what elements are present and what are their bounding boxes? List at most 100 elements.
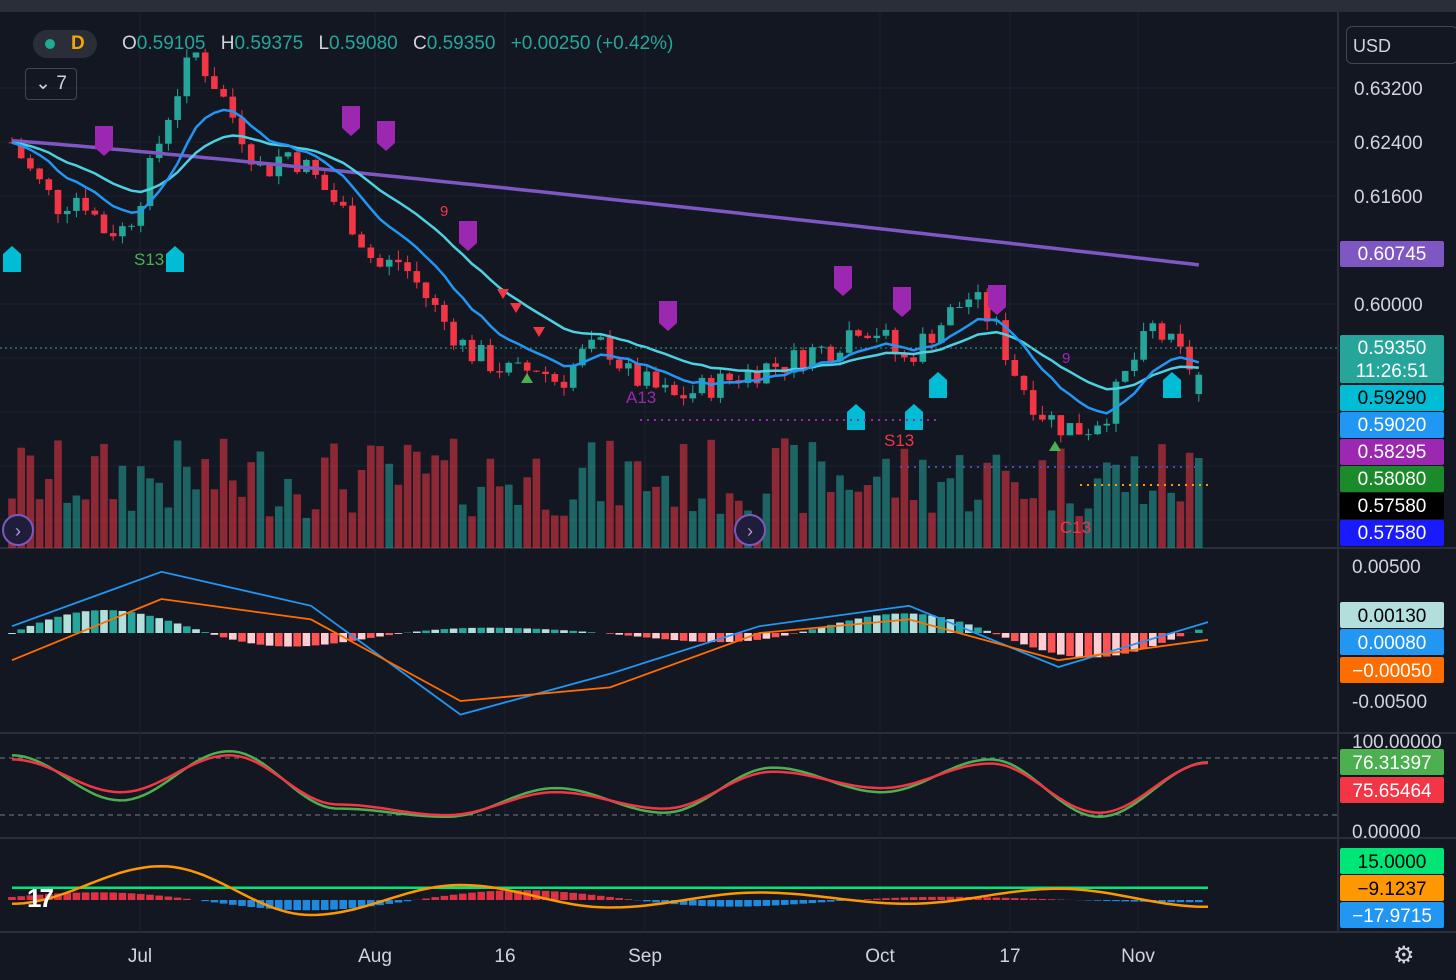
price-axis-label: 0.60000 — [1354, 295, 1423, 316]
osc-histogram-bar — [873, 898, 881, 900]
macd-histogram-bar — [560, 630, 568, 633]
macd-histogram-bar — [836, 622, 844, 633]
price_labels-tag — [1340, 385, 1444, 411]
currency-select[interactable]: USD — [1346, 26, 1456, 64]
label-nine-left: 9 — [440, 203, 448, 220]
osc-histogram-bar — [560, 892, 568, 900]
volume-bar — [624, 461, 633, 548]
macd-histogram-bar — [293, 633, 301, 647]
osc-histogram-bar — [100, 892, 108, 900]
time-axis-label: 17 — [999, 946, 1020, 967]
volume-bar — [836, 475, 844, 548]
candle-body — [533, 370, 540, 372]
low-value: 0.59080 — [329, 33, 398, 54]
macd-histogram-bar — [606, 633, 614, 634]
macd-histogram-bar — [505, 627, 513, 633]
volume-bar — [551, 515, 559, 548]
osc-histogram-bar — [495, 890, 504, 900]
price-axis-label: 0.61600 — [1354, 187, 1423, 208]
macd-histogram-bar — [551, 629, 559, 633]
price_labels-tag-time: 11:26:51 — [1356, 361, 1429, 382]
candle-body — [257, 164, 264, 166]
osc-histogram-bar — [348, 900, 357, 909]
sell-signal-marker — [988, 285, 1006, 315]
macd-histogram-bar — [477, 627, 485, 633]
osc-histogram-bar — [597, 895, 605, 900]
volume-bar — [1075, 516, 1083, 548]
settings-gear-icon[interactable]: ⚙ — [1393, 942, 1415, 969]
volume-bar — [698, 498, 706, 548]
macd-histogram-bar — [1130, 633, 1139, 652]
volume-bar — [311, 509, 320, 548]
volume-bar — [983, 462, 991, 548]
volume-bar — [302, 517, 311, 548]
price_labels-tag-text: 0.58080 — [1358, 469, 1427, 490]
osc-histogram-bar — [836, 900, 844, 901]
macd-histogram-bar — [164, 620, 173, 633]
macd-histogram-bar — [1103, 633, 1111, 657]
candle-body — [956, 307, 963, 309]
osc-histogram-bar — [1176, 900, 1185, 903]
osc-histogram-bar — [882, 898, 890, 900]
candle-body — [947, 307, 954, 326]
scroll-left-button[interactable]: › — [2, 514, 34, 546]
macd-tag-text: −0.00050 — [1352, 661, 1432, 682]
stoch-axis-label: 100.00000 — [1352, 732, 1442, 753]
macd-histogram-bar — [1011, 633, 1019, 642]
candle-body — [321, 174, 329, 191]
volume-bar — [1047, 510, 1056, 548]
price_labels-tag-text: 0.60745 — [1358, 244, 1427, 265]
candle-body — [1186, 346, 1193, 370]
macd-histogram-bar — [431, 629, 439, 633]
candle-body — [882, 329, 890, 336]
macd-histogram-bar — [118, 610, 127, 633]
macd-histogram-bar — [173, 623, 182, 633]
volume-bar — [670, 506, 679, 548]
macd-histogram-bar — [541, 629, 550, 633]
macd-histogram-bar — [275, 633, 283, 647]
indicators-toggle-button[interactable]: ⌄ 7 — [25, 68, 77, 100]
volume-bar — [45, 479, 53, 548]
ohlc-legend: O0.59105 H0.59375 L0.59080 C0.59350 +0.0… — [122, 33, 683, 55]
candle-body — [367, 247, 375, 258]
volume-bar — [367, 445, 375, 548]
buy-signal-marker — [929, 372, 947, 398]
candle-body — [422, 282, 430, 299]
symbol-status-pill[interactable]: D — [33, 30, 97, 58]
candle-body — [1066, 423, 1074, 436]
macd-histogram-bar — [771, 633, 780, 638]
go-to-event-button[interactable]: › — [734, 514, 766, 546]
candle-body — [799, 350, 807, 369]
macd-histogram-bar — [863, 616, 872, 633]
candle-body — [119, 226, 126, 237]
macd-histogram-bar — [1029, 633, 1037, 648]
osc-tag-text: 15.0000 — [1358, 852, 1427, 873]
osc-histogram-bar — [1093, 900, 1102, 901]
macd-histogram-bar — [643, 633, 651, 638]
candle-body — [211, 76, 218, 90]
candle-body — [707, 377, 715, 398]
macd-histogram-bar — [311, 633, 320, 646]
volume-bar — [652, 486, 660, 548]
osc-histogram-bar — [541, 890, 550, 900]
volume-bar — [321, 457, 329, 548]
volume-bar — [468, 516, 476, 548]
osc-histogram-bar — [164, 896, 173, 900]
sell-signal-marker — [342, 106, 360, 136]
moving-average-lines — [11, 108, 1200, 415]
macd-histogram-bar — [873, 615, 881, 633]
candle-body — [1094, 425, 1101, 435]
osc-histogram-bar — [1038, 898, 1047, 900]
label-c13: C13 — [1060, 518, 1091, 537]
osc-histogram-bar — [293, 900, 301, 911]
volume-bar — [54, 440, 62, 548]
macd-histogram-bar — [413, 631, 421, 633]
volume-bar — [229, 480, 237, 548]
osc-tag — [1340, 902, 1444, 928]
sell-signal-marker — [834, 266, 852, 296]
volume-bar — [1029, 498, 1037, 548]
high-key: H — [220, 33, 235, 54]
macd-pane — [8, 570, 1209, 716]
osc-histogram-bar — [716, 900, 725, 907]
